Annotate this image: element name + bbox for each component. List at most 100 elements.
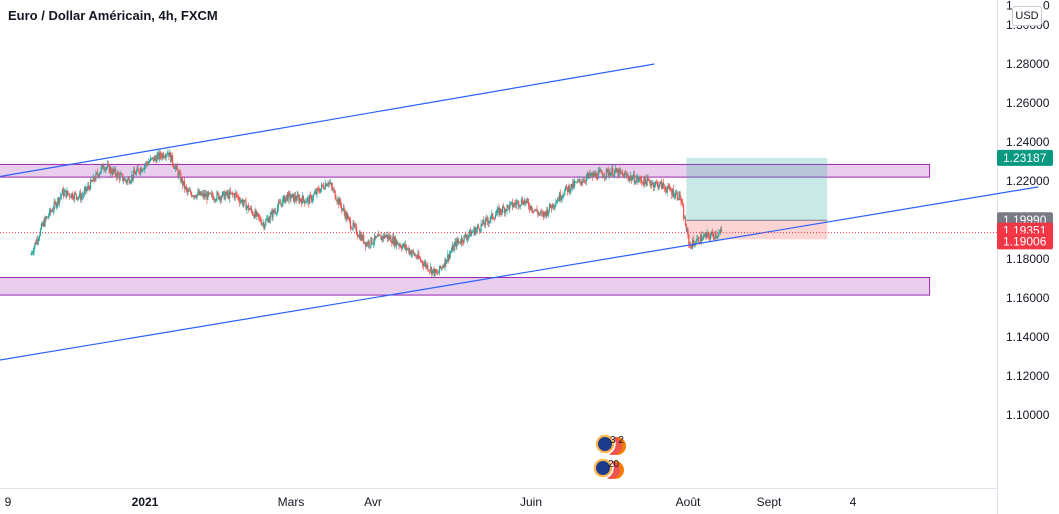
- candle: [501, 204, 504, 216]
- candle: [201, 189, 204, 198]
- candle-body: [694, 243, 696, 246]
- candle-body: [466, 237, 468, 240]
- stop-price-label: 1.19006: [997, 233, 1053, 250]
- candle-body: [603, 176, 605, 177]
- candle: [555, 198, 557, 208]
- candle: [89, 185, 91, 192]
- candle-body: [416, 257, 418, 259]
- candle: [640, 175, 642, 184]
- y-tick-label: 1.18000: [1006, 252, 1050, 266]
- x-tick-label: 2021: [132, 495, 159, 509]
- candle: [523, 197, 525, 207]
- candle: [49, 207, 52, 216]
- candle-body: [534, 209, 536, 211]
- candle-body: [476, 225, 479, 229]
- candle: [635, 174, 637, 185]
- candle: [86, 185, 88, 193]
- candle-body: [427, 265, 429, 271]
- candle-body: [618, 169, 620, 177]
- candle: [152, 157, 154, 164]
- candle-body: [622, 173, 624, 174]
- candle: [448, 254, 450, 264]
- candle: [130, 179, 132, 185]
- candle: [557, 196, 560, 202]
- candle-body: [566, 187, 569, 193]
- resistance-zone[interactable]: [0, 163, 931, 178]
- candle: [147, 160, 149, 167]
- candle-body: [111, 172, 113, 175]
- candle-body: [219, 196, 221, 200]
- candle: [302, 195, 305, 203]
- candle-body: [209, 192, 212, 194]
- candle: [74, 190, 76, 195]
- candle: [562, 191, 564, 200]
- candle-body: [517, 201, 519, 203]
- candle: [46, 216, 48, 220]
- candle-body: [105, 168, 107, 171]
- candle-body: [272, 210, 274, 218]
- candle: [115, 166, 117, 178]
- candle: [423, 259, 425, 267]
- candle: [718, 229, 720, 238]
- candle-body: [542, 213, 544, 217]
- candle: [441, 265, 443, 270]
- candle: [553, 205, 555, 210]
- candle: [678, 191, 680, 201]
- support-zone[interactable]: [0, 277, 931, 296]
- candle: [365, 241, 367, 248]
- position-loss-zone[interactable]: [686, 220, 828, 240]
- candle-body: [628, 178, 630, 181]
- candle-body: [583, 180, 586, 182]
- candle: [529, 204, 532, 211]
- candle: [264, 224, 266, 231]
- candle-body: [374, 235, 376, 243]
- candle-body: [303, 199, 305, 204]
- candle-body: [548, 204, 551, 212]
- candle-body: [660, 181, 662, 183]
- events-badge-2[interactable]: 20: [592, 457, 624, 479]
- candle-body: [458, 241, 461, 243]
- candle-body: [498, 208, 500, 215]
- candle-body: [496, 209, 498, 214]
- currency-button[interactable]: USD: [1012, 6, 1042, 26]
- candle: [429, 262, 432, 273]
- lower-trendline[interactable]: [0, 186, 1039, 367]
- upper-trendline[interactable]: [0, 63, 655, 184]
- candle: [626, 171, 628, 177]
- candle-body: [458, 241, 460, 242]
- candle-body: [429, 270, 431, 272]
- candle-body: [627, 175, 629, 179]
- candle-body: [696, 238, 698, 243]
- candle-body: [56, 204, 58, 208]
- candle-body: [330, 183, 332, 184]
- candle-body: [59, 196, 62, 198]
- candle-body: [619, 169, 621, 172]
- candle-body: [154, 156, 156, 159]
- candle: [647, 174, 649, 182]
- candle-body: [407, 248, 409, 249]
- candle: [313, 190, 315, 196]
- candle: [249, 205, 252, 211]
- candle-body: [173, 166, 175, 169]
- candle: [294, 191, 296, 203]
- candle: [412, 248, 414, 255]
- candle: [403, 241, 406, 250]
- candle: [160, 150, 162, 160]
- candle-body: [114, 168, 116, 172]
- candle: [713, 237, 715, 241]
- candle-body: [615, 168, 617, 173]
- candle: [463, 235, 465, 244]
- candle-body: [210, 193, 213, 195]
- y-tick-label-partial-tail: 0: [1043, 0, 1050, 13]
- candle: [54, 199, 56, 205]
- candle: [691, 237, 693, 251]
- candle-body: [94, 180, 96, 181]
- candle-body: [268, 219, 270, 223]
- candle: [162, 151, 165, 160]
- candle-body: [354, 225, 356, 227]
- events-badge-1[interactable]: 3 2: [594, 433, 626, 455]
- candle-body: [116, 172, 119, 178]
- position-profit-zone[interactable]: [686, 157, 828, 221]
